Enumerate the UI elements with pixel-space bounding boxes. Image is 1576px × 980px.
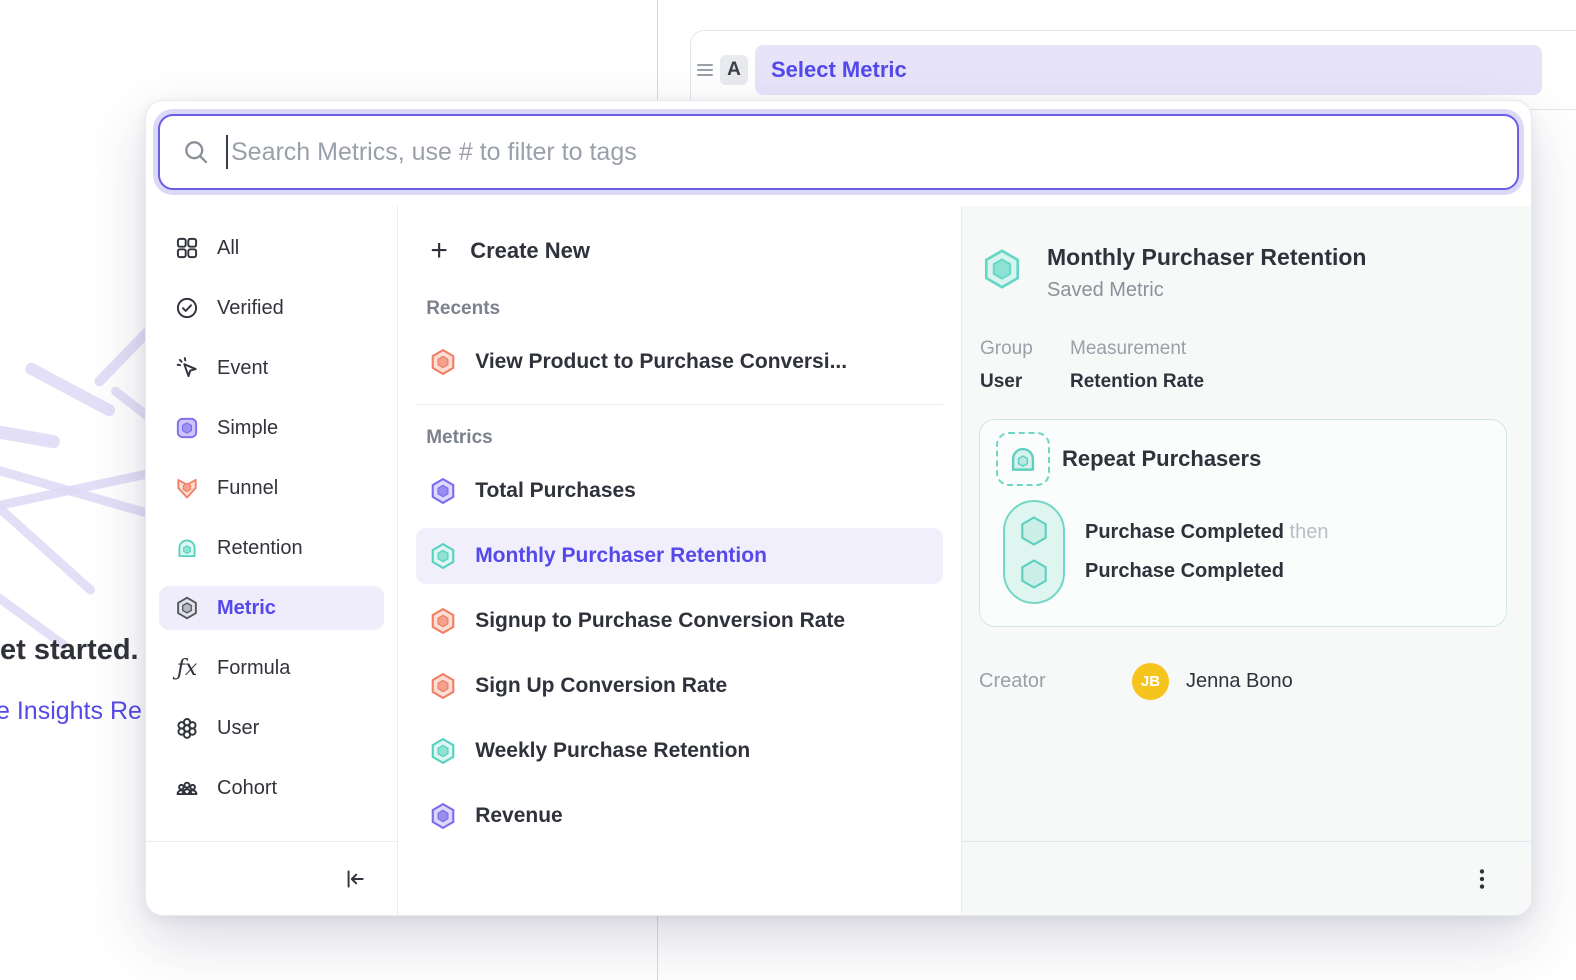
search-icon xyxy=(182,138,210,166)
sidebar-item-label: Cohort xyxy=(217,777,277,800)
group-value: User xyxy=(980,371,1070,393)
cursor-sparkle-icon xyxy=(174,355,200,381)
sidebar-item-retention[interactable]: Retention xyxy=(159,526,384,570)
metric-item-revenue[interactable]: Revenue xyxy=(416,788,943,844)
background-link-partial[interactable]: e Insights Re xyxy=(0,697,148,726)
detail-title: Monthly Purchaser Retention xyxy=(1047,244,1366,271)
event-hexagon-icon xyxy=(1016,513,1052,549)
create-new-button[interactable]: + Create New xyxy=(416,226,943,276)
hexagon-icon xyxy=(428,736,458,766)
sidebar-item-label: Event xyxy=(217,357,268,380)
metric-item-label: Monthly Purchaser Retention xyxy=(475,544,767,568)
search-area xyxy=(146,101,1531,206)
measurement-value: Retention Rate xyxy=(1070,371,1204,393)
sidebar-item-simple[interactable]: Simple xyxy=(159,406,384,450)
sidebar-item-label: Simple xyxy=(217,417,278,440)
hexagon-icon xyxy=(428,541,458,571)
create-new-label: Create New xyxy=(470,238,590,264)
sidebar-item-all[interactable]: All xyxy=(159,226,384,270)
sidebar-item-formula[interactable]: ƒx Formula xyxy=(159,646,384,690)
metric-detail-panel: Monthly Purchaser Retention Saved Metric… xyxy=(961,206,1531,915)
search-box[interactable] xyxy=(158,114,1519,190)
measurement-label: Measurement xyxy=(1070,338,1204,360)
sidebar-item-label: User xyxy=(217,717,259,740)
definition-title: Repeat Purchasers xyxy=(1062,446,1261,472)
collapse-left-icon[interactable] xyxy=(341,866,367,892)
recent-item-label: View Product to Purchase Conversi... xyxy=(475,350,847,374)
plus-icon: + xyxy=(426,236,452,266)
metric-item-label: Weekly Purchase Retention xyxy=(475,739,750,763)
more-options-icon[interactable] xyxy=(1469,866,1495,892)
text-cursor xyxy=(226,135,228,169)
metric-item-label: Revenue xyxy=(475,804,563,828)
detail-footer xyxy=(962,841,1531,915)
sidebar-item-label: Funnel xyxy=(217,477,278,500)
filter-sidebar: All Verified Event xyxy=(146,206,398,915)
metric-selector-modal: All Verified Event xyxy=(145,100,1532,916)
background-heading-partial: et started. xyxy=(0,634,150,667)
retention-definition-icon xyxy=(996,432,1050,486)
saved-metric-hexagon-icon xyxy=(979,246,1025,292)
sidebar-item-label: Metric xyxy=(217,597,276,620)
hexagon-icon xyxy=(428,801,458,831)
sidebar-item-event[interactable]: Event xyxy=(159,346,384,390)
metric-item-label: Total Purchases xyxy=(475,479,636,503)
metric-item-weekly-purchase-retention[interactable]: Weekly Purchase Retention xyxy=(416,723,943,779)
sidebar-item-label: All xyxy=(217,237,239,260)
cohort-icon xyxy=(174,775,200,801)
metric-block-badge: A xyxy=(720,55,748,85)
definition-step: Purchase Completed xyxy=(1085,521,1284,543)
sidebar-item-user[interactable]: User xyxy=(159,706,384,750)
metric-item-monthly-purchaser-retention[interactable]: Monthly Purchaser Retention xyxy=(416,528,943,584)
funnel-metric-icon xyxy=(174,475,200,501)
group-label: Group xyxy=(980,338,1070,360)
user-cluster-icon xyxy=(174,715,200,741)
event-hexagon-icon xyxy=(1016,556,1052,592)
search-input[interactable] xyxy=(231,138,1495,167)
select-metric-pill[interactable]: Select Metric xyxy=(755,45,1542,95)
recents-header: Recents xyxy=(426,298,943,320)
event-sequence-capsule xyxy=(1003,500,1065,604)
metric-item-label: Signup to Purchase Conversion Rate xyxy=(475,609,845,633)
query-builder-card: A Select Metric xyxy=(690,30,1576,110)
creator-label: Creator xyxy=(979,670,1132,693)
sidebar-item-cohort[interactable]: Cohort xyxy=(159,766,384,810)
simple-metric-icon xyxy=(174,415,200,441)
hexagon-icon xyxy=(428,606,458,636)
metric-list: + Create New Recents View Product to Pur… xyxy=(398,206,961,915)
sidebar-item-label: Formula xyxy=(217,657,290,680)
funnel-hexagon-icon xyxy=(428,347,458,377)
grid-icon xyxy=(174,235,200,261)
creator-avatar: JB xyxy=(1132,663,1169,700)
metric-item-label: Sign Up Conversion Rate xyxy=(475,674,727,698)
definition-step: Purchase Completed xyxy=(1085,560,1284,582)
sidebar-item-label: Verified xyxy=(217,297,284,320)
hexagon-icon xyxy=(428,476,458,506)
saved-metric-icon xyxy=(174,595,200,621)
sidebar-item-verified[interactable]: Verified xyxy=(159,286,384,330)
sidebar-item-label: Retention xyxy=(217,537,303,560)
metric-item-total-purchases[interactable]: Total Purchases xyxy=(416,463,943,519)
step-joiner: then xyxy=(1290,521,1329,543)
metrics-header: Metrics xyxy=(426,427,943,449)
list-divider xyxy=(416,404,943,405)
metric-item-sign-up-conversion-rate[interactable]: Sign Up Conversion Rate xyxy=(416,658,943,714)
retention-metric-icon xyxy=(174,535,200,561)
recent-item[interactable]: View Product to Purchase Conversi... xyxy=(416,334,943,390)
sidebar-item-metric[interactable]: Metric xyxy=(159,586,384,630)
definition-card: Repeat Purchasers xyxy=(979,419,1507,627)
metric-item-signup-to-purchase-conversion-rate[interactable]: Signup to Purchase Conversion Rate xyxy=(416,593,943,649)
sidebar-item-funnel[interactable]: Funnel xyxy=(159,466,384,510)
drag-handle-icon[interactable] xyxy=(697,64,713,76)
formula-icon: ƒx xyxy=(174,656,200,681)
hexagon-icon xyxy=(428,671,458,701)
detail-subtitle: Saved Metric xyxy=(1047,279,1366,302)
creator-name: Jenna Bono xyxy=(1186,670,1293,693)
sidebar-footer xyxy=(146,841,397,915)
verified-badge-icon xyxy=(174,295,200,321)
